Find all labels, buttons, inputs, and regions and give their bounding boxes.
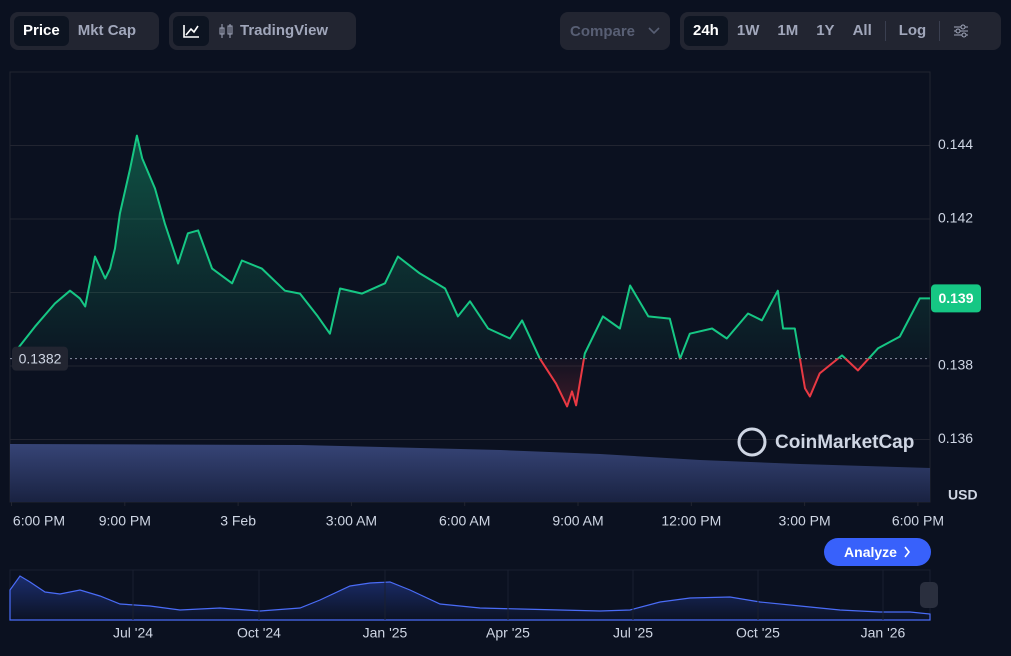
x-tick-label: 3 Feb — [220, 513, 256, 529]
log-button[interactable]: Log — [898, 22, 927, 39]
separator — [884, 21, 886, 41]
navigator-label: Oct '25 — [736, 625, 780, 641]
navigator-line — [9, 575, 931, 621]
currency-label: USD — [948, 487, 978, 503]
watermark-text: CoinMarketCap — [775, 432, 914, 453]
navigator-label: Jul '25 — [613, 625, 653, 641]
x-tick-label: 9:00 PM — [99, 513, 151, 529]
price-tag — [931, 284, 981, 313]
range-button[interactable]: 1Y — [816, 22, 835, 39]
view-toggle: Price Mkt Cap — [10, 12, 159, 50]
tradingview-label: TradingView — [240, 22, 329, 39]
tradingview-button[interactable]: TradingView — [209, 16, 337, 46]
watermark: CoinMarketCap — [737, 427, 914, 457]
y-tick-label: 0.144 — [938, 136, 973, 152]
chevron-right — [904, 546, 910, 558]
range-button[interactable]: All — [852, 22, 872, 39]
navigator-handle[interactable] — [920, 582, 938, 608]
price-button[interactable]: Price — [14, 16, 69, 46]
navigator-label: Apr '25 — [486, 625, 530, 641]
compare-dropdown[interactable]: Compare — [560, 12, 670, 50]
range-button[interactable]: 1W — [736, 22, 760, 39]
x-tick-label: 12:00 PM — [661, 513, 721, 529]
x-tick-label: 6:00 PM — [13, 513, 65, 529]
price-tag-label: 0.139 — [938, 290, 973, 306]
y-tick-label: 0.142 — [938, 210, 973, 226]
x-tick-label: 3:00 AM — [326, 513, 377, 529]
navigator-label: Jan '25 — [363, 625, 408, 641]
y-tick-label: 0.136 — [938, 430, 973, 446]
range-selector: 24h 1W 1M 1Y All Log — [680, 12, 1001, 50]
line-chart-button[interactable] — [173, 16, 209, 46]
compare-label: Compare — [570, 22, 636, 40]
navigator-label: Oct '24 — [237, 625, 281, 641]
y-tick-label: 0.138 — [938, 357, 973, 373]
analyze-label: Analyze — [844, 544, 897, 560]
settings-icon — [954, 24, 969, 38]
x-tick-label: 6:00 AM — [439, 513, 490, 529]
separator — [939, 21, 941, 41]
candle-icon — [219, 24, 233, 38]
price-line — [17, 134, 930, 408]
line-icon — [183, 25, 199, 38]
analyze-button[interactable]: Analyze — [824, 538, 931, 566]
settings-button[interactable] — [944, 16, 978, 46]
range-button[interactable]: 1M — [777, 22, 799, 39]
mkt-cap-button[interactable]: Mkt Cap — [77, 22, 137, 39]
navigator-label: Jan '26 — [861, 625, 906, 641]
chevron — [648, 27, 660, 35]
baseline-tag — [12, 346, 68, 371]
x-tick-label: 6:00 PM — [892, 513, 944, 529]
x-tick-label: 9:00 AM — [552, 513, 603, 529]
range-button[interactable]: 24h — [684, 16, 728, 46]
volume-area — [10, 444, 930, 502]
baseline-label: 0.1382 — [19, 350, 62, 366]
chart-style: TradingView — [169, 12, 356, 50]
area-fill — [17, 135, 930, 407]
navigator-label: Jul '24 — [113, 625, 153, 641]
x-tick-label: 3:00 PM — [779, 513, 831, 529]
